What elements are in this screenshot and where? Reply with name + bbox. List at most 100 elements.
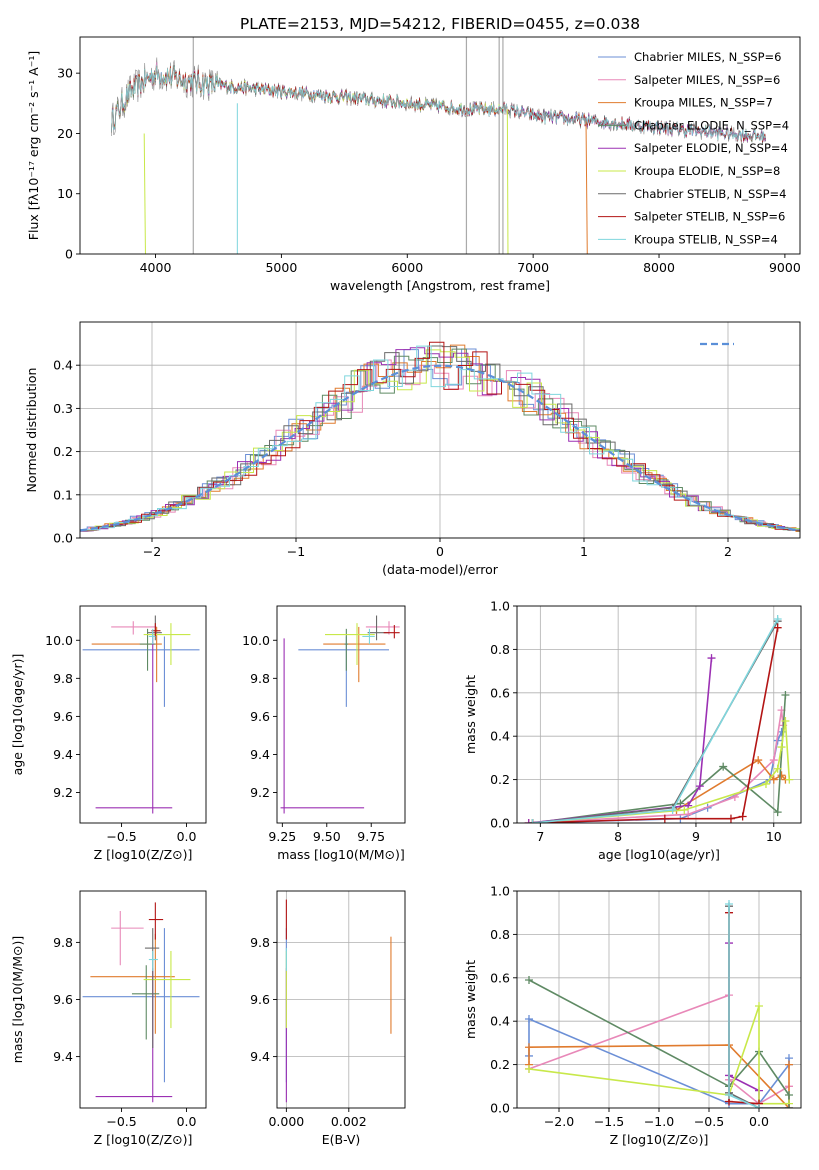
- x-tick-label: −1.0: [644, 1114, 674, 1129]
- y-tick-label: 9.6: [53, 709, 73, 724]
- x-tick-label: 8000: [643, 260, 675, 275]
- y-tick-label: 9.6: [250, 709, 270, 724]
- y-tick-label: 0.2: [490, 1057, 510, 1072]
- x-tick-label: −0.5: [106, 1114, 136, 1129]
- y-tick-label: 9.2: [53, 785, 73, 800]
- weight-marker: [725, 1090, 733, 1099]
- weight-marker: [680, 805, 689, 814]
- y-tick-label: 9.4: [250, 1049, 270, 1064]
- y-tick-label: 0.6: [490, 685, 510, 700]
- legend-label: Salpeter ELODIE, N_SSP=4: [634, 141, 788, 155]
- weight-marker: [525, 975, 533, 984]
- model-spectrum-kroupa-miles: [111, 66, 587, 133]
- x-axis-label: wavelength [Angstrom, rest frame]: [330, 278, 550, 293]
- x-tick-label: 1: [580, 544, 588, 559]
- weight-marker: [525, 1064, 533, 1073]
- y-tick-label: 0.1: [53, 487, 73, 502]
- legend-label: Kroupa MILES, N_SSP=7: [634, 96, 773, 110]
- weight-marker: [773, 615, 782, 624]
- legend-label: Salpeter MILES, N_SSP=6: [634, 73, 780, 87]
- x-axis-label: (data-model)/error: [382, 562, 499, 577]
- x-tick-label: −2: [143, 544, 161, 559]
- y-tick-label: 10: [57, 186, 73, 201]
- weight-marker: [528, 819, 537, 823]
- y-tick-label: 0.3: [53, 401, 73, 416]
- model-dropout: [506, 109, 509, 254]
- y-tick-label: 0.8: [490, 642, 510, 657]
- axes-frame: [276, 605, 406, 824]
- legend-label: Kroupa STELIB, N_SSP=4: [634, 232, 778, 246]
- weight-marker: [525, 1015, 533, 1024]
- axes-frame: [516, 605, 802, 824]
- y-axis-label: mass weight: [463, 675, 478, 754]
- model-dropout: [143, 133, 146, 254]
- weight-marker: [769, 775, 778, 784]
- y-tick-label: 9.8: [250, 935, 270, 950]
- y-axis-label: age [log10(age/yr)]: [10, 654, 25, 776]
- y-tick-label: 9.4: [53, 747, 73, 762]
- x-tick-label: −1: [287, 544, 305, 559]
- x-tick-label: 0: [436, 544, 444, 559]
- plot-area: [277, 891, 405, 1108]
- x-tick-label: 9.25: [268, 829, 296, 844]
- x-tick-label: 5000: [265, 260, 297, 275]
- x-tick-label: 0.002: [331, 1114, 367, 1129]
- weight-marker: [754, 756, 763, 765]
- age-vs-mass-panel: 9.25 9.50 9.75 9.2 9.4 9.6 9.8 10.0 mass [log10(…: [242, 605, 406, 862]
- plot-area: [80, 322, 800, 538]
- weight-marker: [660, 814, 669, 823]
- weight-marker: [707, 654, 716, 663]
- y-tick-label: 0.6: [490, 970, 510, 985]
- y-tick-label: 9.4: [53, 1049, 73, 1064]
- y-tick-label: 0.0: [53, 531, 73, 546]
- plot-area: [82, 615, 200, 814]
- weight-marker: [725, 900, 733, 909]
- y-tick-label: 1.0: [490, 599, 510, 614]
- x-tick-label: 9.75: [357, 829, 385, 844]
- weight-vs-age-panel: 7 8 9 10 0.0 0.2 0.4 0.6 0.8 1.0 age [log10(age/yr…: [463, 599, 802, 862]
- y-tick-label: 10.0: [242, 633, 270, 648]
- weight-marker: [773, 764, 782, 773]
- mass-vs-metallicity-panel: −0.5 0.0 9.4 9.6 9.8 Z [log10(Z/Z⊙)] mass [log…: [10, 890, 207, 1147]
- x-axis-label: mass [log10(M/M⊙)]: [277, 847, 405, 862]
- weight-line-chabrier-elodie: [532, 694, 787, 823]
- weight-marker: [781, 717, 790, 726]
- x-tick-label: 7: [536, 829, 544, 844]
- x-axis-label: Z [log10(Z/Z⊙)]: [94, 1132, 193, 1147]
- residuals-histogram-panel: −2 −1 0 1 2 0.0 0.1 0.2 0.3 0.4 (data-model)/error…: [24, 321, 801, 577]
- weight-marker: [785, 1060, 793, 1069]
- y-tick-label: 10.0: [45, 633, 73, 648]
- axes-frame: [79, 890, 207, 1109]
- x-tick-label: 10: [766, 829, 782, 844]
- weight-marker: [773, 808, 782, 817]
- weight-marker: [695, 782, 704, 791]
- plot-area: [517, 891, 801, 1108]
- x-tick-label: −1.5: [594, 1114, 624, 1129]
- model-dropout: [585, 121, 588, 254]
- y-tick-label: 0: [65, 247, 73, 262]
- x-axis-label: Z [log10(Z/Z⊙)]: [94, 847, 193, 862]
- x-tick-label: 9.50: [313, 829, 341, 844]
- axes-frame: [79, 36, 801, 255]
- model-spectrum-kroupa-stelib: [111, 65, 766, 141]
- y-tick-label: 9.8: [250, 671, 270, 686]
- plot-area: [280, 615, 400, 814]
- legend-label: Chabrier STELIB, N_SSP=4: [634, 187, 786, 201]
- spectrum-panel: 4000 5000 6000 7000 8000 9000 0 10 20 30 wavelengt…: [26, 36, 801, 293]
- mass-vs-ebv-panel: 0.000 0.002 9.4 9.6 9.8 E(B-V): [250, 890, 406, 1147]
- weight-line-salpeter-stelib: [532, 627, 779, 823]
- y-tick-label: 9.8: [53, 935, 73, 950]
- weight-marker: [668, 805, 677, 814]
- y-tick-label: 0.2: [53, 444, 73, 459]
- y-tick-label: 0.4: [490, 1014, 510, 1029]
- plot-area: [82, 902, 200, 1103]
- weight-marker: [761, 779, 770, 788]
- x-tick-label: −0.5: [694, 1114, 724, 1129]
- y-tick-label: 0.0: [490, 816, 510, 831]
- weight-marker: [769, 756, 778, 765]
- histogram-chabrier-elodie: [80, 348, 800, 532]
- y-tick-label: 9.4: [250, 747, 270, 762]
- histogram-kroupa-stelib: [85, 345, 800, 531]
- weight-marker: [781, 690, 790, 699]
